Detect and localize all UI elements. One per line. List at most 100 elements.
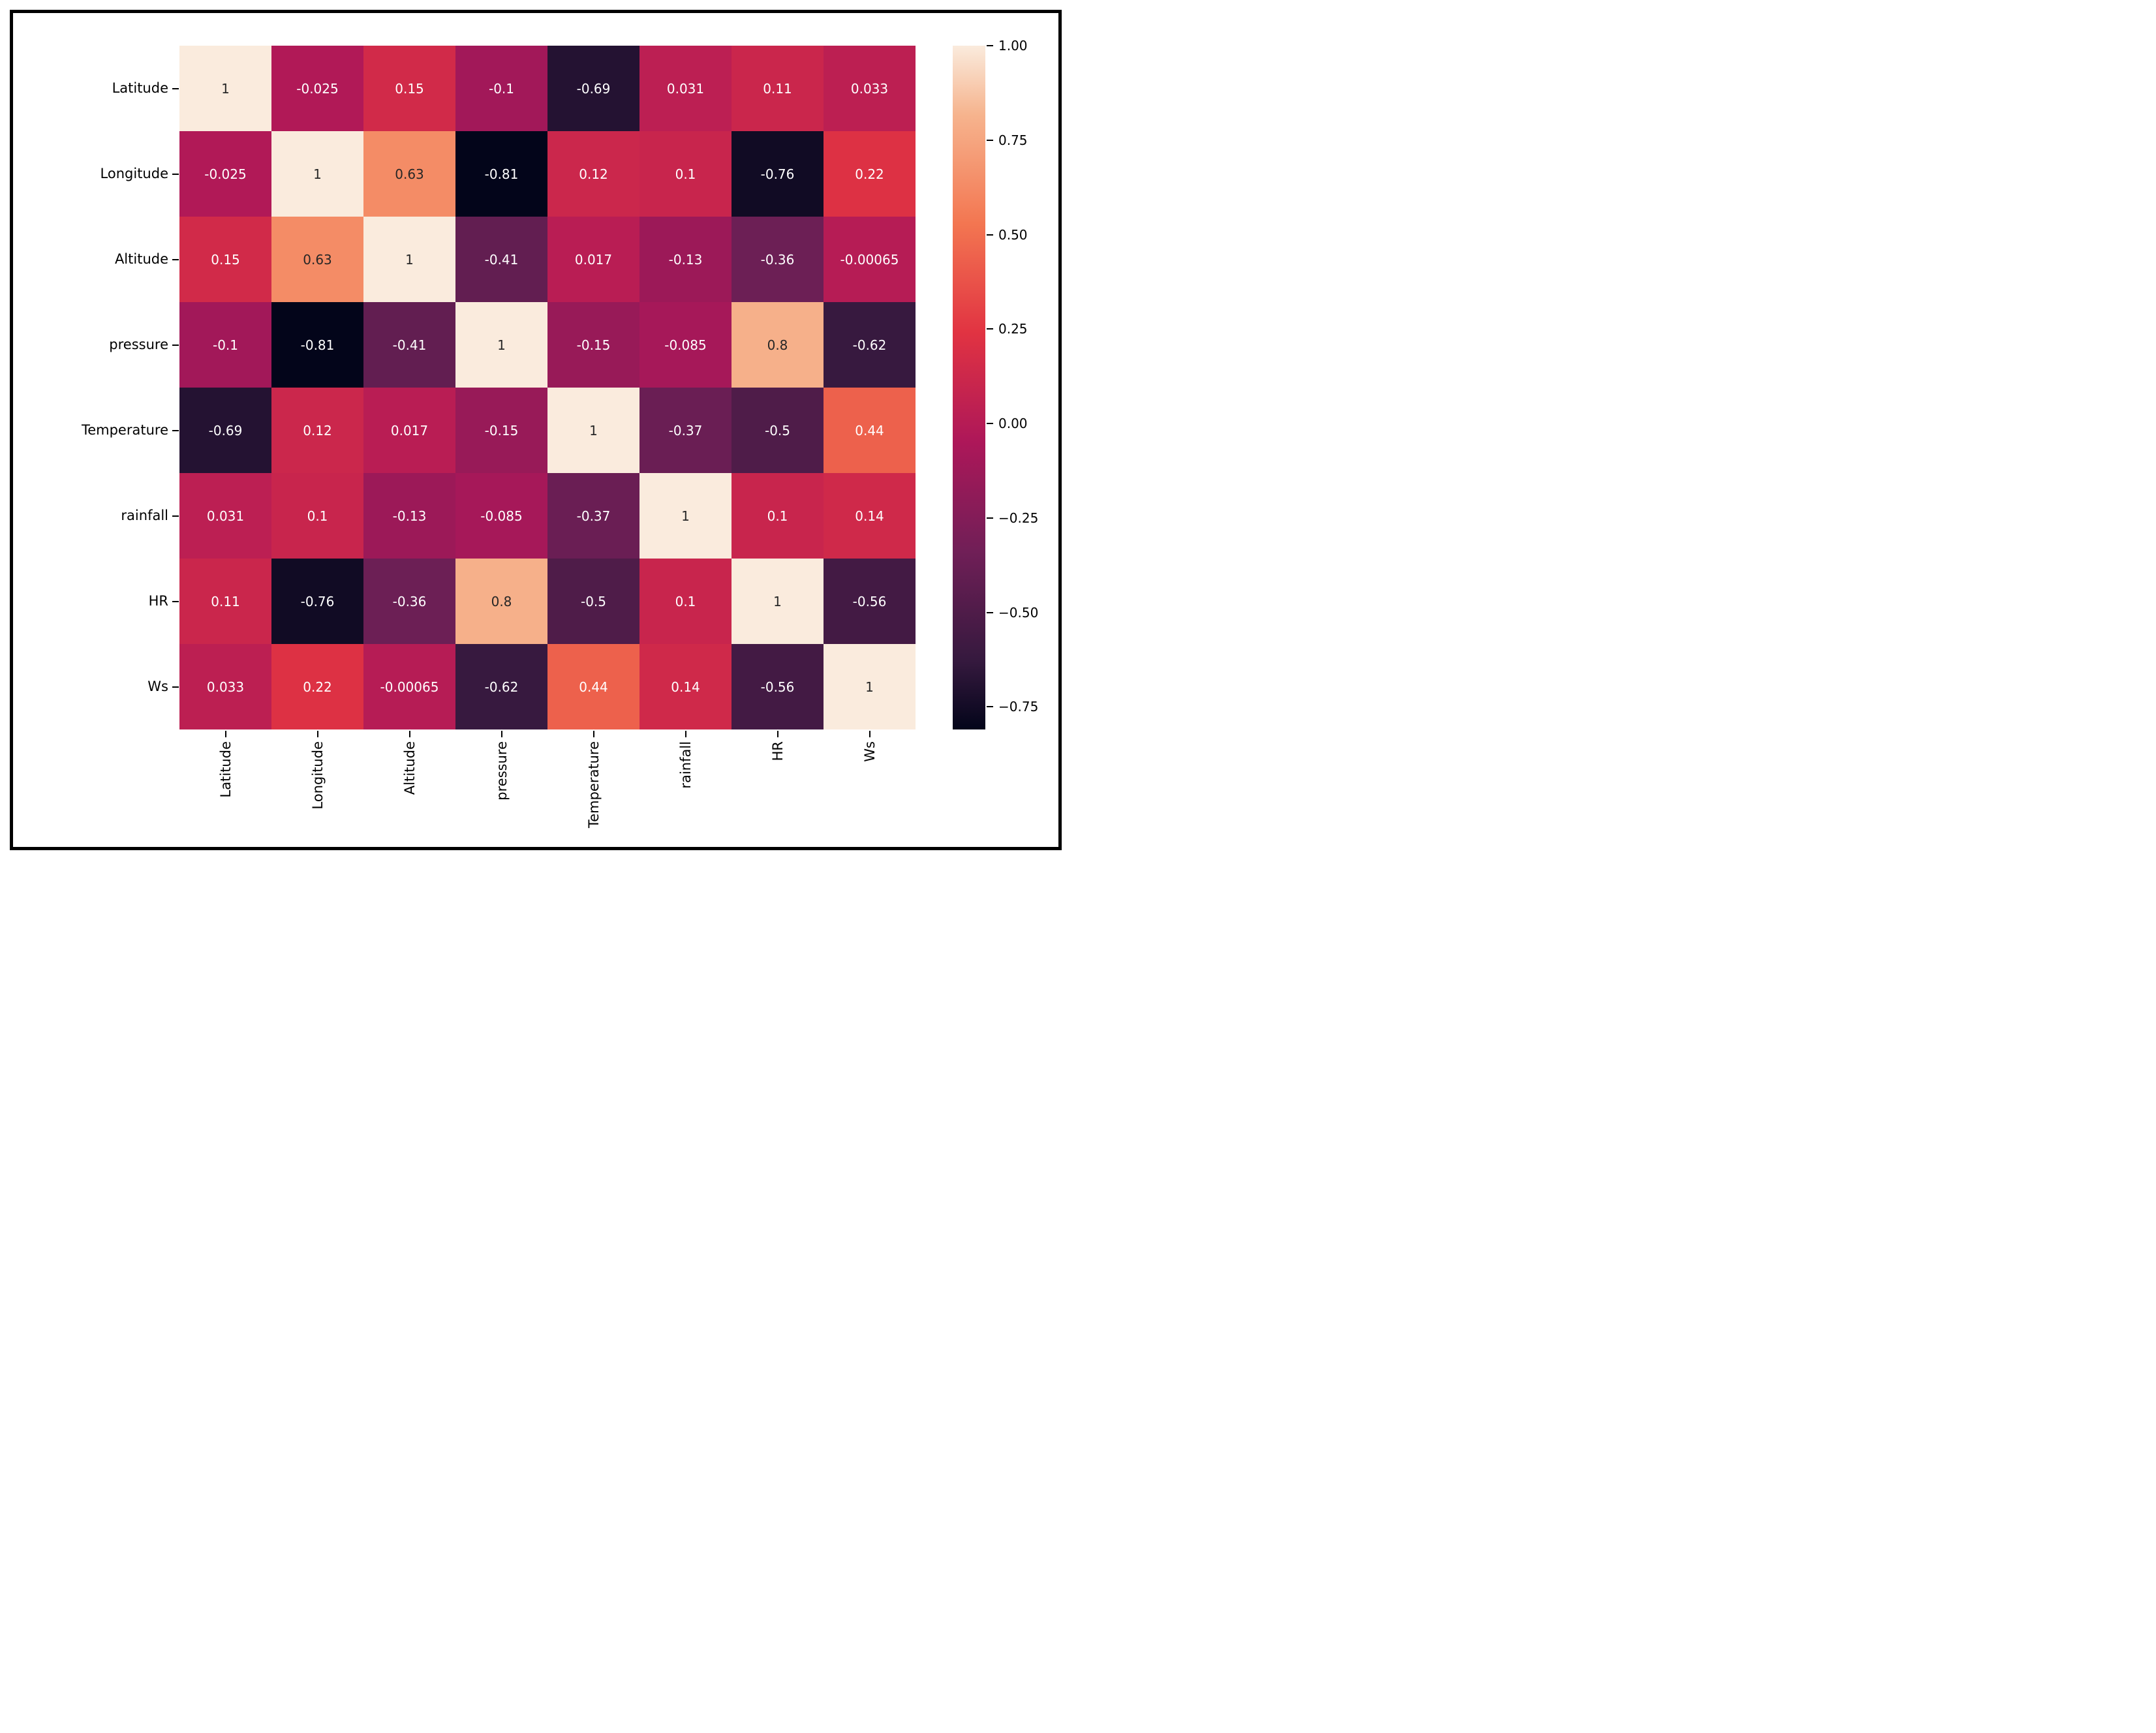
heatmap-cell-pressure-pressure: 1 bbox=[455, 302, 547, 388]
heatmap-cell-Ws-Altitude: -0.00065 bbox=[363, 644, 455, 729]
heatmap-cell-Altitude-Longitude: 0.63 bbox=[271, 217, 363, 302]
figure-page: Latitude Longitude Altitude pressure Tempera… bbox=[0, 0, 1078, 866]
heatmap-cell-Latitude-Ws: 0.033 bbox=[824, 46, 916, 131]
heatmap-cell-HR-Ws: -0.56 bbox=[824, 559, 916, 644]
heatmap-cell-pressure-Longitude: -0.81 bbox=[271, 302, 363, 388]
colorbar-gradient bbox=[953, 46, 985, 729]
heatmap-cell-pressure-Ws: -0.62 bbox=[824, 302, 916, 388]
x-label-rainfall: rainfall bbox=[677, 741, 694, 789]
y-tick bbox=[172, 87, 179, 89]
heatmap-cell-Longitude-Longitude: 1 bbox=[271, 131, 363, 217]
heatmap-cell-Temperature-Latitude: -0.69 bbox=[179, 388, 271, 473]
heatmap-cell-Latitude-pressure: -0.1 bbox=[455, 46, 547, 131]
colorbar-tick-label: 0.50 bbox=[998, 226, 1028, 243]
heatmap-cell-Longitude-Temperature: 0.12 bbox=[547, 131, 639, 217]
heatmap-cell-Altitude-rainfall: -0.13 bbox=[639, 217, 732, 302]
x-label-Latitude: Latitude bbox=[217, 741, 234, 798]
heatmap-cell-rainfall-Longitude: 0.1 bbox=[271, 473, 363, 559]
heatmap-cell-Longitude-rainfall: 0.1 bbox=[639, 131, 732, 217]
colorbar-tick bbox=[987, 611, 993, 613]
colorbar-tick bbox=[987, 234, 993, 236]
heatmap-cell-Longitude-Ws: 0.22 bbox=[824, 131, 916, 217]
y-tick bbox=[172, 429, 179, 431]
heatmap-cell-Ws-pressure: -0.62 bbox=[455, 644, 547, 729]
heatmap-cell-Temperature-Temperature: 1 bbox=[547, 388, 639, 473]
colorbar-tick bbox=[987, 328, 993, 330]
colorbar-tick-label: −0.25 bbox=[998, 510, 1039, 526]
heatmap-cell-Ws-rainfall: 0.14 bbox=[639, 644, 732, 729]
y-tick bbox=[172, 686, 179, 688]
heatmap-cell-HR-Altitude: -0.36 bbox=[363, 559, 455, 644]
heatmap-cell-rainfall-Altitude: -0.13 bbox=[363, 473, 455, 559]
y-label-Latitude: Latitude bbox=[112, 80, 168, 96]
heatmap-cell-Latitude-HR: 0.11 bbox=[732, 46, 824, 131]
colorbar-tick bbox=[987, 45, 993, 46]
heatmap-cell-Altitude-pressure: -0.41 bbox=[455, 217, 547, 302]
colorbar-tick bbox=[987, 706, 993, 708]
heatmap-plot-area: Latitude Longitude Altitude pressure Tempera… bbox=[13, 13, 1058, 847]
figure-frame: Latitude Longitude Altitude pressure Tempera… bbox=[10, 10, 1062, 850]
heatmap-cell-Altitude-Altitude: 1 bbox=[363, 217, 455, 302]
x-label-Temperature: Temperature bbox=[585, 741, 602, 829]
heatmap-cell-Ws-Longitude: 0.22 bbox=[271, 644, 363, 729]
x-label-pressure: pressure bbox=[493, 741, 510, 801]
y-label-HR: HR bbox=[148, 592, 168, 609]
heatmap-cell-Longitude-pressure: -0.81 bbox=[455, 131, 547, 217]
heatmap-cell-Temperature-Ws: 0.44 bbox=[824, 388, 916, 473]
heatmap-cell-rainfall-rainfall: 1 bbox=[639, 473, 732, 559]
heatmap-cell-pressure-Latitude: -0.1 bbox=[179, 302, 271, 388]
heatmap-cell-pressure-Temperature: -0.15 bbox=[547, 302, 639, 388]
colorbar-tick-label: 0.00 bbox=[998, 416, 1028, 431]
heatmap-cell-Latitude-Latitude: 1 bbox=[179, 46, 271, 131]
colorbar-tick-label: −0.75 bbox=[998, 699, 1039, 715]
colorbar-tick bbox=[987, 423, 993, 424]
y-tick bbox=[172, 344, 179, 346]
y-tick bbox=[172, 173, 179, 175]
heatmap-cell-Latitude-Longitude: -0.025 bbox=[271, 46, 363, 131]
x-tick bbox=[593, 731, 594, 737]
colorbar-tick-label: 0.75 bbox=[998, 132, 1028, 148]
heatmap-cell-Longitude-HR: -0.76 bbox=[732, 131, 824, 217]
heatmap-cell-Temperature-Longitude: 0.12 bbox=[271, 388, 363, 473]
heatmap-cell-Ws-Ws: 1 bbox=[824, 644, 916, 729]
heatmap-cell-Temperature-pressure: -0.15 bbox=[455, 388, 547, 473]
heatmap-cell-Altitude-Ws: -0.00065 bbox=[824, 217, 916, 302]
heatmap-cell-HR-Latitude: 0.11 bbox=[179, 559, 271, 644]
colorbar-tick-label: 1.00 bbox=[998, 38, 1028, 54]
heatmap-cell-Latitude-Altitude: 0.15 bbox=[363, 46, 455, 131]
y-label-pressure: pressure bbox=[109, 336, 168, 352]
heatmap-cell-Altitude-HR: -0.36 bbox=[732, 217, 824, 302]
heatmap-cell-Temperature-HR: -0.5 bbox=[732, 388, 824, 473]
x-label-Altitude: Altitude bbox=[401, 741, 418, 795]
heatmap-cell-rainfall-pressure: -0.085 bbox=[455, 473, 547, 559]
x-tick bbox=[316, 731, 318, 737]
x-label-HR: HR bbox=[769, 741, 786, 761]
heatmap-cell-Ws-HR: -0.56 bbox=[732, 644, 824, 729]
heatmap-cell-rainfall-Ws: 0.14 bbox=[824, 473, 916, 559]
y-label-Altitude: Altitude bbox=[114, 251, 168, 267]
heatmap-cell-Ws-Temperature: 0.44 bbox=[547, 644, 639, 729]
y-tick bbox=[172, 258, 179, 260]
heatmap-cell-Longitude-Altitude: 0.63 bbox=[363, 131, 455, 217]
heatmap-cell-HR-HR: 1 bbox=[732, 559, 824, 644]
x-label-Longitude: Longitude bbox=[309, 741, 326, 810]
heatmap-cell-Ws-Latitude: 0.033 bbox=[179, 644, 271, 729]
heatmap-cell-HR-rainfall: 0.1 bbox=[639, 559, 732, 644]
heatmap-cell-Longitude-Latitude: -0.025 bbox=[179, 131, 271, 217]
x-tick bbox=[685, 731, 686, 737]
heatmap-cell-Altitude-Latitude: 0.15 bbox=[179, 217, 271, 302]
x-tick bbox=[777, 731, 778, 737]
heatmap-cell-HR-Longitude: -0.76 bbox=[271, 559, 363, 644]
y-label-rainfall: rainfall bbox=[121, 507, 168, 523]
x-tick bbox=[224, 731, 226, 737]
heatmap-cell-Temperature-Altitude: 0.017 bbox=[363, 388, 455, 473]
heatmap-cell-HR-Temperature: -0.5 bbox=[547, 559, 639, 644]
y-label-Longitude: Longitude bbox=[100, 165, 168, 181]
colorbar-tick-label: −0.50 bbox=[998, 604, 1039, 621]
heatmap-cell-Latitude-rainfall: 0.031 bbox=[639, 46, 732, 131]
colorbar-tick bbox=[987, 517, 993, 519]
heatmap-cell-pressure-HR: 0.8 bbox=[732, 302, 824, 388]
heatmap-grid: 1 -0.025 0.15 -0.1 -0.69 0.031 0.11 0.033 -0.025… bbox=[179, 46, 916, 729]
y-label-Temperature: Temperature bbox=[81, 422, 168, 438]
x-tick bbox=[869, 731, 870, 737]
